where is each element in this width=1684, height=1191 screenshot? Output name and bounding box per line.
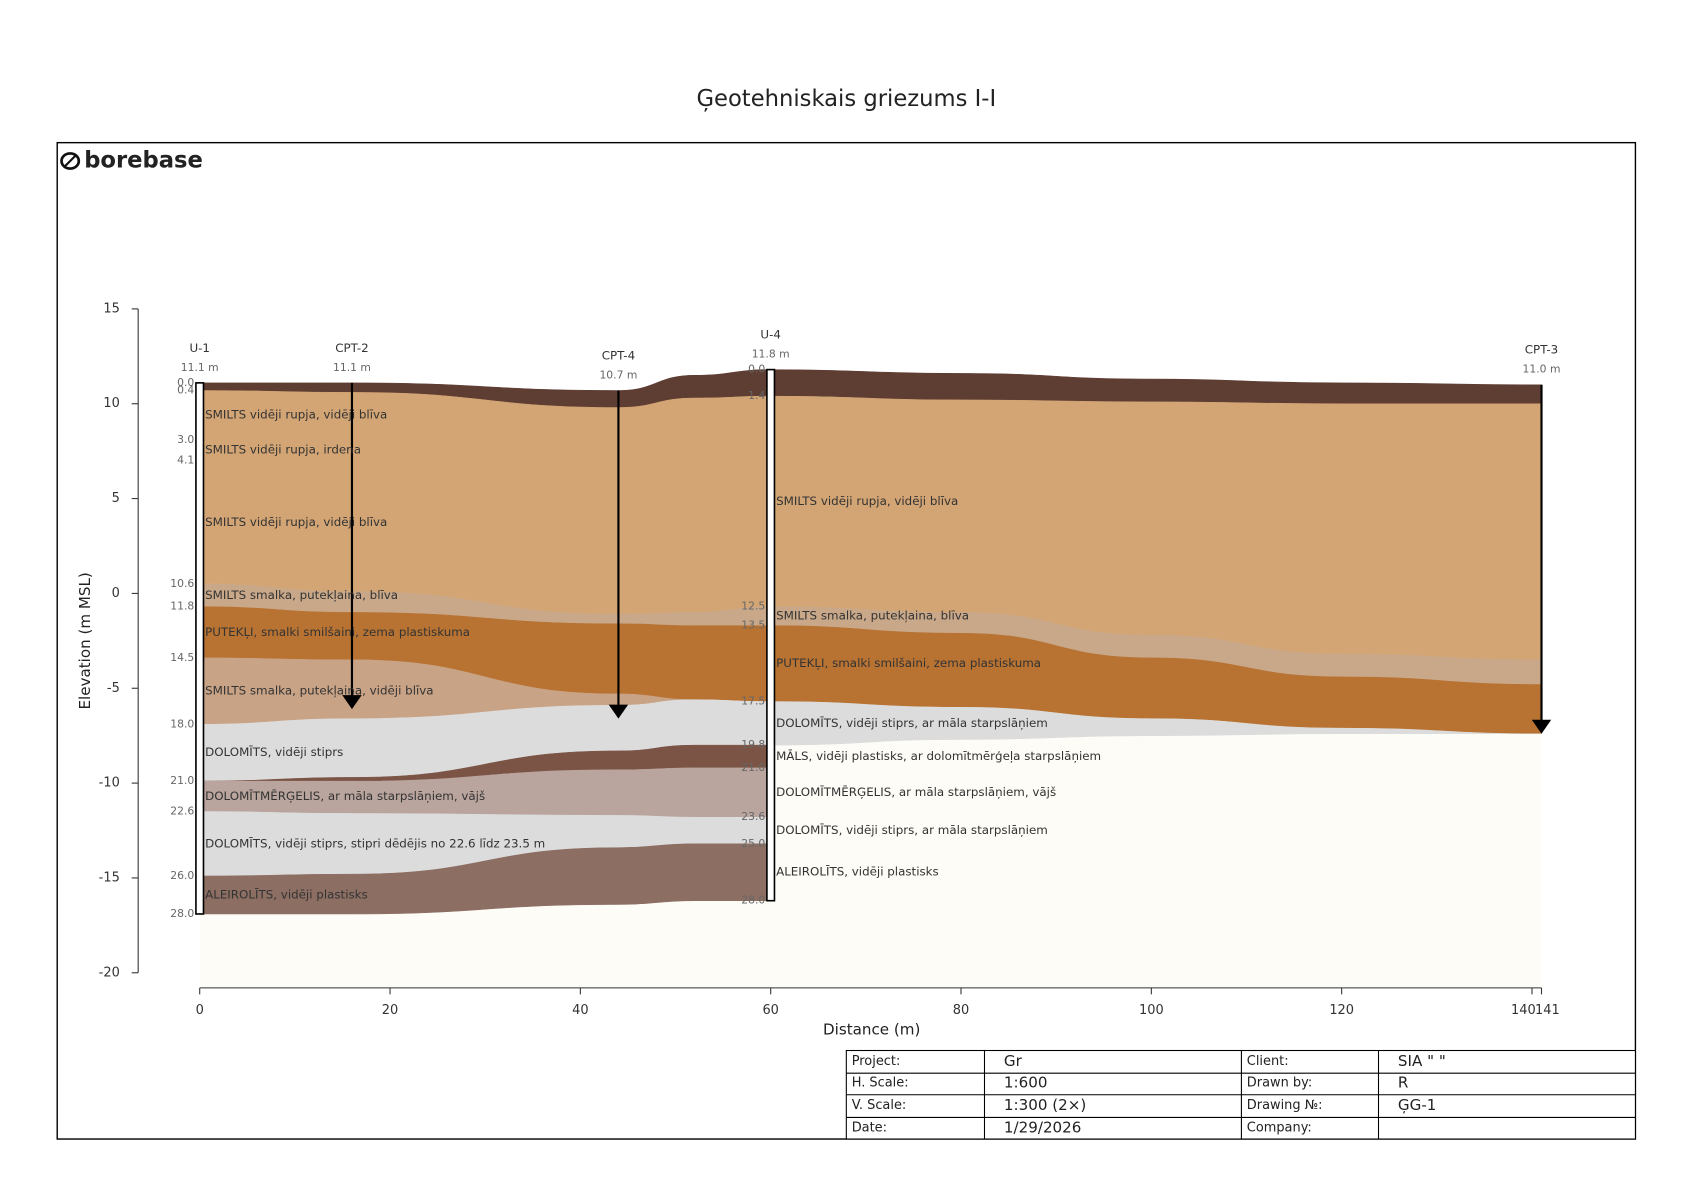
y-tick-label: 15 [103, 301, 119, 316]
logo-icon [60, 152, 81, 170]
x-tick-label: 60 [762, 1003, 778, 1018]
layer-label: PUTEKĻI, smalki smilšaini, zema plastisk… [205, 625, 470, 639]
borehole-column [766, 368, 776, 902]
field-value: 1:300 (2×) [1004, 1096, 1086, 1114]
borehole-name: U-4 [760, 328, 781, 342]
y-tick-label: 5 [112, 491, 120, 506]
logo-text: borebase [84, 148, 203, 174]
layer-label: MĀLS, vidēji plastisks, ar dolomītmērģeļ… [776, 749, 1101, 763]
borehole-name: U-1 [189, 341, 210, 355]
layer-label: PUTEKĻI, smalki smilšaini, zema plastisk… [776, 656, 1041, 670]
depth-label: 18.0 [170, 717, 194, 730]
title: Ģeotehniskais griezums I-I [696, 86, 996, 112]
cpt-tip [1531, 719, 1552, 734]
y-tick-label: -5 [107, 681, 120, 696]
borehole-elevation: 11.1 m [181, 361, 219, 374]
y-tick-label: -20 [99, 965, 120, 980]
y-tick-label: -15 [99, 870, 120, 885]
logo-icon-stroke [62, 153, 78, 169]
cpt-tip [608, 704, 629, 719]
depth-label: 26.0 [170, 869, 194, 882]
layer-label: DOLOMĪTMĒRĢELIS, ar māla starpslāņiem, v… [776, 785, 1056, 799]
x-tick-label: 20 [382, 1003, 398, 1018]
layer-label: SMILTS smalka, putekļaina, blīva [205, 588, 398, 602]
depth-label: 21.0 [741, 761, 765, 774]
field-value: 1:600 [1004, 1073, 1048, 1091]
x-tick-label: 120 [1329, 1003, 1354, 1018]
x-tick-label: 80 [953, 1003, 969, 1018]
depth-label: 11.8 [170, 600, 194, 613]
cpt-tip [342, 695, 362, 710]
cpt-name: CPT-4 [602, 348, 635, 362]
depth-label: 14.5 [170, 651, 194, 664]
layer-label: SMILTS vidēji rupja, vidēji blīva [205, 515, 387, 529]
depth-label: 12.5 [741, 600, 765, 613]
cpt-elevation: 10.7 m [599, 368, 637, 381]
borehole-column [195, 382, 205, 915]
layer-label: DOLOMĪTS, vidēji stiprs [205, 745, 343, 759]
layer-label: SMILTS smalka, putekļaina, vidēji blīva [205, 684, 433, 698]
layer-label: SMILTS vidēji rupja, vidēji blīva [776, 494, 958, 508]
depth-label: 4.1 [177, 454, 194, 467]
depth-label: 17.5 [741, 695, 765, 708]
depth-label: 22.6 [170, 805, 194, 818]
layer-label: DOLOMĪTS, vidēji stiprs, ar māla starpsl… [776, 823, 1048, 837]
field-label: Company: [1247, 1121, 1312, 1136]
depth-label: 10.6 [170, 577, 194, 590]
layer-label: ALEIROLĪTS, vidēji plastisks [776, 865, 939, 879]
depth-label: 1.4 [748, 389, 765, 402]
title-block: Project: Gr Client: SIA " " H. Scale: 1:600 Dr… [845, 1049, 1636, 1140]
x-tick-label: 140 [1511, 1003, 1536, 1018]
depth-label: 21.0 [170, 774, 194, 787]
layer-label: SMILTS vidēji rupja, vidēji blīva [205, 408, 387, 422]
cpt-elevation: 11.0 m [1523, 363, 1561, 376]
layer-label: SMILTS vidēji rupja, irdena [205, 443, 361, 457]
field-label: Client: [1247, 1054, 1289, 1069]
layer-label: DOLOMĪTMĒRĢELIS, ar māla starpslāņiem, v… [205, 789, 485, 803]
cpt-name: CPT-2 [335, 341, 368, 355]
x-tick-label: 40 [572, 1003, 588, 1018]
y-axis-label: Elevation (m MSL) [76, 572, 94, 709]
depth-label: 19.8 [741, 738, 765, 751]
field-value: R [1398, 1073, 1409, 1091]
layer-label: DOLOMĪTS, vidēji stiprs, ar māla starpsl… [776, 716, 1048, 730]
x-tick-label: 100 [1139, 1003, 1164, 1018]
depth-label: 13.5 [741, 619, 765, 632]
y-tick-label: -10 [99, 776, 120, 791]
plot: 15 10 5 0 -5 -10 -15 -20 0 20 40 60 80 100 120 140 141 Di… [76, 301, 1561, 1038]
borehole-elevation: 11.8 m [752, 347, 790, 360]
field-label: Drawing №: [1247, 1098, 1323, 1113]
depth-label: 0.0 [177, 376, 194, 389]
y-tick-label: 10 [103, 396, 119, 411]
x-axis-label: Distance (m) [823, 1020, 920, 1038]
depth-label: 23.6 [741, 810, 765, 823]
x-tick-label: 0 [196, 1003, 204, 1018]
field-value: ĢG-1 [1398, 1096, 1436, 1114]
depth-label: 0.4 [177, 383, 194, 396]
field-label: Project: [852, 1054, 901, 1069]
field-value: Gr [1004, 1052, 1023, 1070]
depth-label: 25.0 [741, 837, 765, 850]
field-label: Drawn by: [1247, 1075, 1312, 1090]
layer-label: SMILTS smalka, putekļaina, blīva [776, 609, 969, 623]
x-tick-label: 141 [1535, 1003, 1560, 1018]
cpt-name: CPT-3 [1525, 343, 1558, 357]
depth-label: 28.0 [741, 894, 765, 907]
layer-label: DOLOMĪTS, vidēji stiprs, stipri dēdējis … [205, 836, 545, 850]
depth-label: 0.0 [748, 363, 765, 376]
layer-label: ALEIROLĪTS, vidēji plastisks [205, 888, 368, 902]
field-label: H. Scale: [852, 1075, 909, 1090]
depth-label: 3.0 [177, 433, 194, 446]
y-tick-label: 0 [112, 586, 120, 601]
field-label: V. Scale: [852, 1098, 907, 1113]
cpt-elevation: 11.1 m [333, 361, 371, 374]
field-value: SIA " " [1398, 1052, 1446, 1070]
field-label: Date: [852, 1121, 887, 1136]
logo: borebase [60, 148, 203, 174]
field-value: 1/29/2026 [1004, 1119, 1081, 1137]
depth-label: 28.0 [170, 907, 194, 920]
